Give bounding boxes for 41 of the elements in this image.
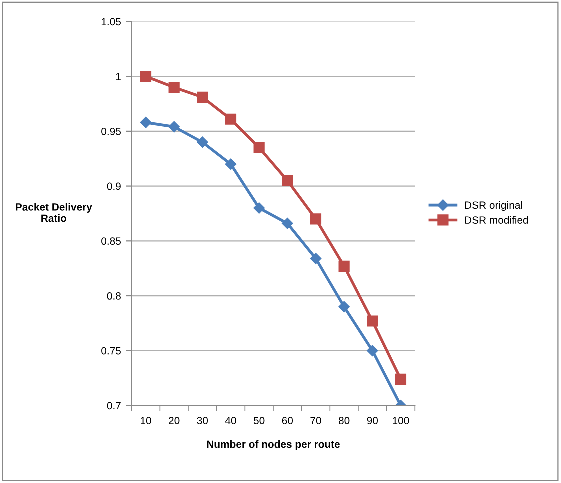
- legend-label: DSR original: [465, 201, 522, 212]
- point: [310, 253, 322, 264]
- point: [282, 218, 294, 230]
- x-tick-label: 30: [197, 417, 208, 424]
- point: [310, 214, 322, 225]
- x-tick-label: 50: [254, 417, 265, 424]
- point: [168, 82, 180, 94]
- x-tick-label: 20: [169, 417, 180, 424]
- point: [140, 71, 152, 82]
- point: [254, 142, 265, 154]
- y-tick-label: 0.95: [102, 128, 121, 136]
- point: [367, 316, 378, 327]
- y-tick-label: 0.7: [107, 402, 121, 410]
- x-tick-label: 80: [338, 417, 350, 424]
- x-tick-label: 100: [393, 417, 410, 424]
- y-axis-title: Packet Delivery Ratio: [16, 203, 92, 222]
- point: [338, 301, 350, 313]
- legend-label: DSR modified: [465, 216, 528, 224]
- point: [225, 114, 237, 125]
- point: [197, 136, 208, 148]
- point: [225, 158, 237, 170]
- y-tick-label: 0.8: [107, 292, 121, 300]
- y-tick-label: 1: [116, 73, 121, 80]
- point: [254, 202, 265, 214]
- y-tick-label: 0.75: [102, 347, 121, 355]
- y-tick-label: 1.05: [102, 18, 121, 26]
- point: [367, 345, 378, 356]
- point: [168, 121, 180, 133]
- x-tick-label: 60: [282, 417, 294, 424]
- x-tick-label: 40: [225, 417, 236, 424]
- x-axis-title: Number of nodes per route: [207, 440, 340, 450]
- point: [282, 175, 294, 186]
- y-tick-label: 0.9: [107, 182, 121, 190]
- point: [140, 117, 152, 128]
- point: [197, 92, 208, 103]
- x-tick-label: 90: [367, 417, 378, 424]
- x-tick-label: 70: [310, 417, 322, 424]
- y-tick-label: 0.85: [102, 238, 121, 246]
- point: [338, 260, 350, 272]
- x-tick-label: 10: [141, 417, 152, 424]
- point: [395, 374, 407, 385]
